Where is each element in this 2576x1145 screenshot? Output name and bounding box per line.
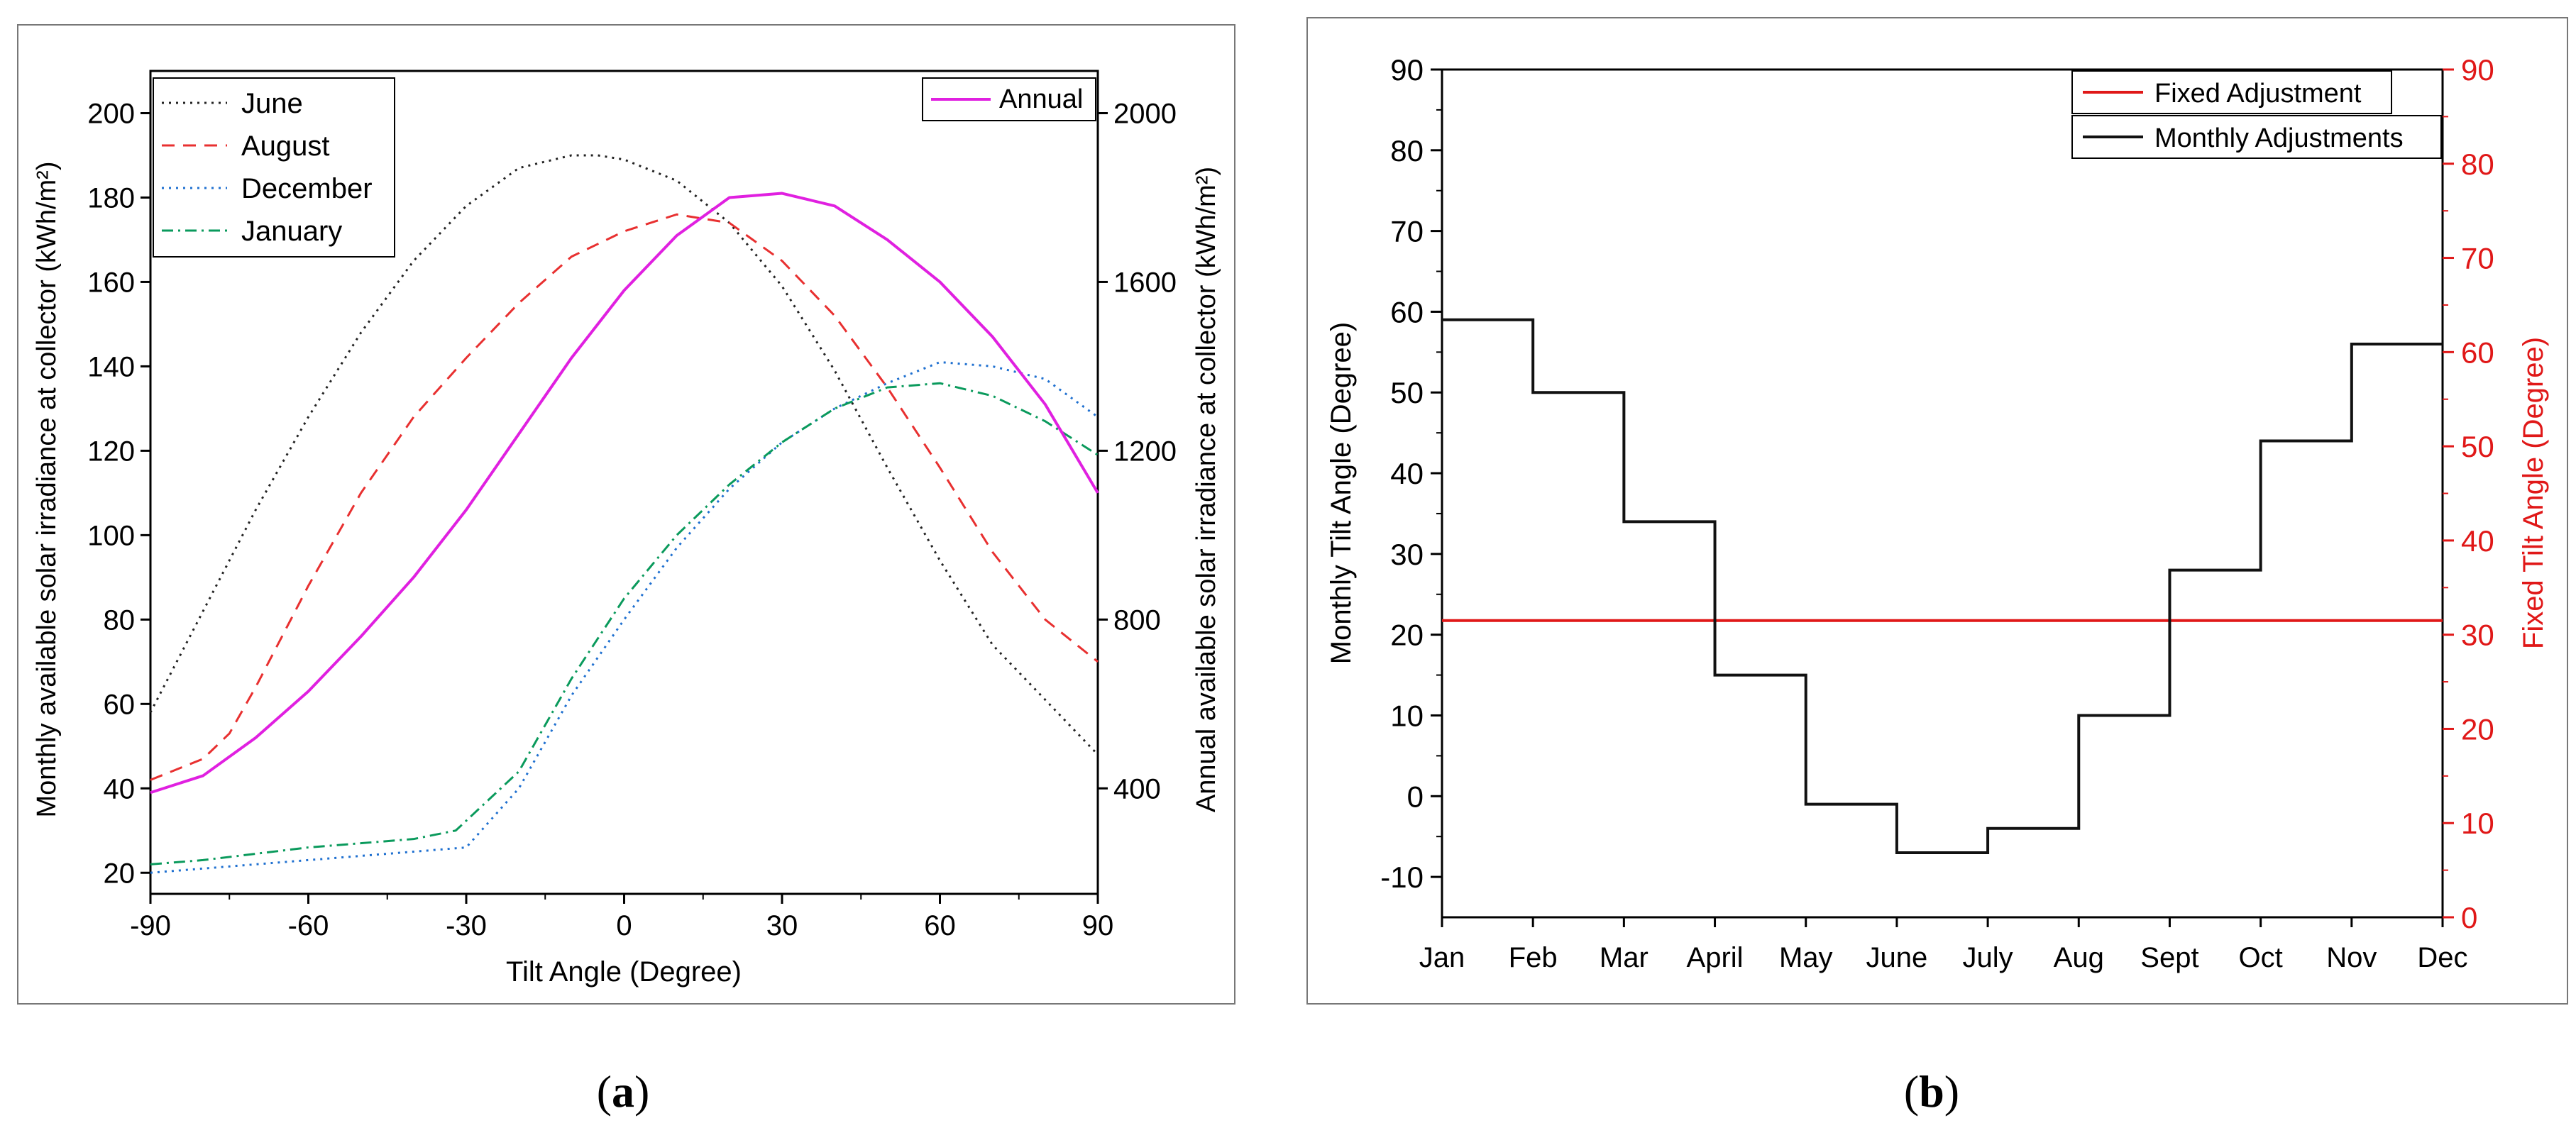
b-ytick-left-label: 60 bbox=[1390, 295, 1424, 328]
caption-a: (a) bbox=[597, 1066, 650, 1117]
a-ytick-left-label: 180 bbox=[87, 182, 135, 214]
a-ytick-right-label: 1600 bbox=[1113, 267, 1177, 298]
b-ytick-left-label: 90 bbox=[1390, 53, 1424, 87]
b-ytick-right-label: 60 bbox=[2461, 336, 2494, 369]
a-series-annual bbox=[150, 192, 1099, 795]
b-legend-label-fixed: Fixed Adjustment bbox=[2154, 79, 2362, 109]
b-ytick-right-label: 80 bbox=[2461, 148, 2494, 181]
b-ytick-left-label: 50 bbox=[1390, 376, 1424, 409]
panel-a-ylabel-left: Monthly available solar irradiance at co… bbox=[32, 162, 62, 818]
a-xtick-label: -30 bbox=[446, 910, 487, 941]
panel-a-ticks: -90 -60 -30 0 30 60 90 20 40 60 80 100 120 140 160 180 2… bbox=[87, 98, 1177, 941]
panel-a-legend-items: June August December January bbox=[162, 88, 373, 247]
a-ytick-left-label: 140 bbox=[87, 351, 135, 382]
a-xtick-label: -60 bbox=[288, 910, 329, 941]
a-series-august bbox=[150, 213, 1099, 781]
panel-b-plot-frame bbox=[1441, 68, 2444, 919]
b-ytick-left-label: 80 bbox=[1390, 134, 1424, 167]
a-ytick-left-label: 200 bbox=[87, 98, 135, 129]
b-ytick-right-label: 50 bbox=[2461, 430, 2494, 463]
a-ytick-left-label: 80 bbox=[104, 604, 136, 636]
panel-b-legend-items: Fixed Adjustment Monthly Adjustments bbox=[2083, 79, 2404, 153]
a-xtick-label: 90 bbox=[1082, 910, 1114, 941]
b-ytick-left-label: 10 bbox=[1390, 699, 1424, 732]
b-ytick-left-label: 20 bbox=[1390, 619, 1424, 652]
a-legend-label: January bbox=[241, 216, 342, 247]
b-ytick-left-label: 0 bbox=[1407, 780, 1424, 813]
b-xtick-label: Nov bbox=[2326, 942, 2377, 973]
b-ytick-left-label: 40 bbox=[1390, 457, 1424, 490]
a-ytick-right-label: 400 bbox=[1113, 773, 1161, 804]
a-ytick-left-label: 100 bbox=[87, 520, 135, 551]
a-series-december bbox=[150, 360, 1099, 874]
a-legend-label-annual: Annual bbox=[999, 84, 1083, 114]
panel-a-legend-annual-items: Annual bbox=[931, 84, 1083, 114]
a-xtick-label: 30 bbox=[766, 910, 798, 941]
a-ytick-left-label: 60 bbox=[104, 689, 136, 720]
b-xtick-label: Jan bbox=[1419, 942, 1465, 973]
a-legend-label: June bbox=[241, 88, 303, 119]
b-xtick-label: Aug bbox=[2054, 942, 2104, 973]
panel-b-border bbox=[1306, 17, 2568, 1005]
panel-a-border bbox=[17, 24, 1235, 1005]
b-ytick-right-label: 70 bbox=[2461, 242, 2494, 275]
b-xtick-label: Oct bbox=[2239, 942, 2283, 973]
a-ytick-left-label: 120 bbox=[87, 436, 135, 467]
panel-b-ticks: Jan Feb Mar April May June July Aug Sept Oct Nov De… bbox=[1380, 53, 2494, 973]
a-xtick-label: 60 bbox=[924, 910, 956, 941]
b-ytick-left-label: 70 bbox=[1390, 215, 1424, 248]
a-ytick-right-label: 800 bbox=[1113, 604, 1161, 636]
a-ytick-right-label: 2000 bbox=[1113, 98, 1177, 129]
panel-b: Jan Feb Mar April May June July Aug Sept Oct Nov De… bbox=[1306, 17, 2568, 1005]
a-ytick-right-label: 1200 bbox=[1113, 436, 1177, 467]
b-ytick-right-label: 20 bbox=[2461, 712, 2494, 746]
a-legend-label: December bbox=[241, 173, 373, 204]
a-ytick-left-label: 160 bbox=[87, 267, 135, 298]
caption-b-letter: b bbox=[1919, 1066, 1944, 1117]
b-ytick-right-label: 40 bbox=[2461, 524, 2494, 558]
caption-b: (b) bbox=[1904, 1066, 1959, 1117]
b-ytick-right-label: 30 bbox=[2461, 619, 2494, 652]
b-ytick-right-label: 90 bbox=[2461, 53, 2494, 87]
caption-a-letter: a bbox=[612, 1066, 634, 1117]
b-ytick-left-label: -10 bbox=[1380, 861, 1424, 894]
panel-a-xlabel: Tilt Angle (Degree) bbox=[506, 956, 742, 988]
a-xtick-label: 0 bbox=[616, 910, 632, 941]
b-xtick-label: June bbox=[1866, 942, 1928, 973]
b-xtick-label: Sept bbox=[2140, 942, 2198, 973]
a-series-january bbox=[150, 382, 1099, 865]
panel-b-ylabel-right: Fixed Tilt Angle (Degree) bbox=[2518, 337, 2549, 649]
b-xtick-label: Feb bbox=[1509, 942, 1558, 973]
b-ytick-right-label: 0 bbox=[2461, 901, 2477, 934]
b-xtick-label: April bbox=[1687, 942, 1744, 973]
a-ytick-left-label: 20 bbox=[104, 858, 136, 889]
a-xtick-label: -90 bbox=[130, 910, 171, 941]
b-legend-label-monthly: Monthly Adjustments bbox=[2154, 123, 2404, 153]
panel-a: -90 -60 -30 0 30 60 90 20 40 60 80 100 120 140 160 180 2… bbox=[17, 24, 1235, 1005]
panel-b-ylabel-left: Monthly Tilt Angle (Degree) bbox=[1326, 322, 1357, 664]
panel-a-ylabel-right: Annual available solar irradiance at col… bbox=[1191, 167, 1221, 812]
panel-a-lines bbox=[149, 154, 1099, 874]
panel-b-lines bbox=[1442, 318, 2443, 854]
b-ytick-left-label: 30 bbox=[1390, 538, 1424, 571]
b-xtick-label: Mar bbox=[1600, 942, 1648, 973]
a-ytick-left-label: 40 bbox=[104, 773, 136, 804]
panel-a-legend-monthly bbox=[153, 77, 395, 258]
b-xtick-label: July bbox=[1963, 942, 2013, 973]
b-xtick-label: May bbox=[1779, 942, 1833, 973]
b-xtick-label: Dec bbox=[2417, 942, 2467, 973]
a-legend-label: August bbox=[241, 131, 330, 162]
b-series-monthly-adjustments bbox=[1442, 318, 2443, 854]
b-ytick-right-label: 10 bbox=[2461, 807, 2494, 840]
